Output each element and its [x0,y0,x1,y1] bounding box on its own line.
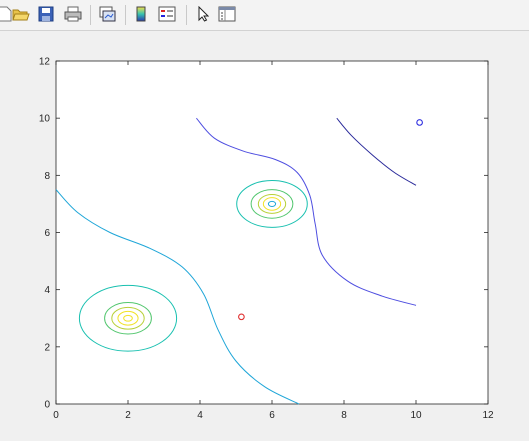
y-tick-label: 6 [44,228,50,239]
x-tick-label: 12 [482,410,494,421]
x-tick-label: 4 [197,410,203,421]
toolbar-separator [125,5,126,25]
contour-ring [257,193,287,214]
contour-ring [117,310,139,326]
insert-legend-icon[interactable] [158,5,176,23]
contour-ring [236,179,308,228]
print-figure-icon[interactable] [64,5,82,23]
open-file-icon[interactable] [12,5,30,23]
y-tick-label: 0 [44,400,50,411]
contour-ring [250,189,294,219]
y-tick-label: 2 [44,342,50,353]
x-tick-label: 8 [341,410,347,421]
point-markers [238,119,423,321]
figure-toolbar [0,0,529,31]
contour-ring [123,314,133,322]
edit-plot-pointer-icon[interactable] [194,5,212,23]
new-figure-icon[interactable] [0,5,14,23]
contour-ring [78,284,178,352]
y-tick-label: 10 [39,114,51,125]
x-tick-label: 10 [410,410,422,421]
contour-ring [111,306,145,330]
contour-ring [267,200,277,207]
insert-colorbar-icon[interactable] [132,5,150,23]
toolbar-separator [186,5,187,25]
contour-line-blue [196,117,417,306]
contour-line-dark-blue [336,117,417,186]
contour-lines [55,117,417,405]
contour-line-cyan [55,189,300,405]
axes-background [55,60,489,405]
y-tick-label: 12 [39,57,51,68]
axis-ticks: 0 2 4 6 8 10 12 0 2 4 6 8 10 12 [39,57,494,422]
contour-plot[interactable]: 0 2 4 6 8 10 12 0 2 4 6 8 10 12 [0,31,529,436]
save-figure-icon[interactable] [37,5,55,23]
figure-canvas: 0 2 4 6 8 10 12 0 2 4 6 8 10 12 [0,31,529,436]
contour-ring [262,197,282,211]
x-tick-label: 6 [269,410,275,421]
y-tick-label: 4 [44,285,50,296]
x-tick-label: 2 [125,410,131,421]
contour-ring [104,302,152,335]
link-plot-icon[interactable] [98,5,116,23]
toolbar-separator [90,5,91,25]
blue-circle-marker [416,119,423,126]
red-circle-marker [238,313,245,321]
x-tick-label: 0 [53,410,59,421]
y-tick-label: 8 [44,171,50,182]
property-inspector-icon[interactable] [218,5,236,23]
